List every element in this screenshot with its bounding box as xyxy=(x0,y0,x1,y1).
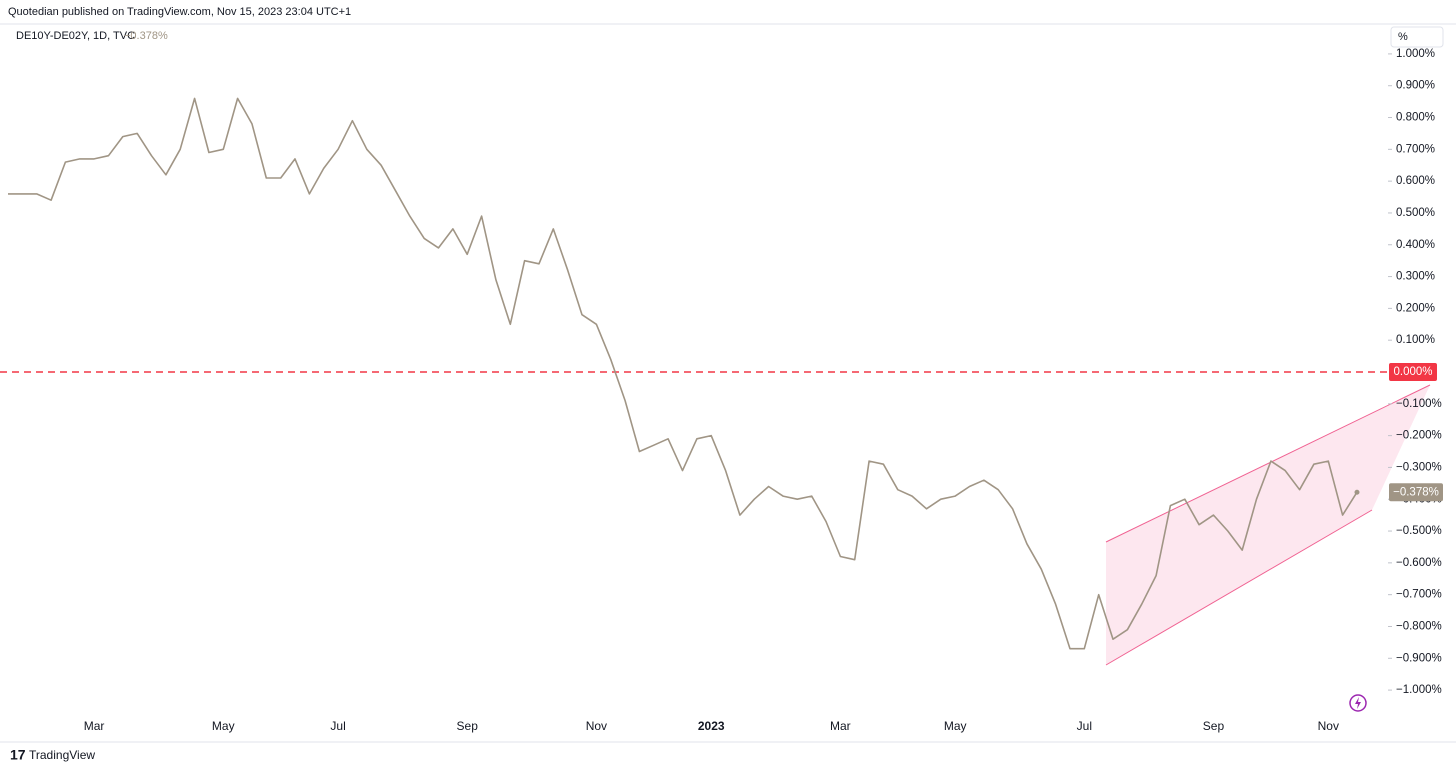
y-tick-label: 0.100% xyxy=(1396,334,1435,346)
footer-logo: 17 xyxy=(10,747,26,763)
x-tick-label: Sep xyxy=(457,719,479,733)
x-tick-label: Nov xyxy=(586,719,607,733)
y-tick-label: 0.700% xyxy=(1396,143,1435,155)
reference-label: 0.000% xyxy=(1393,366,1432,378)
channel-fill xyxy=(1106,385,1430,665)
y-tick-label: 0.300% xyxy=(1396,271,1435,283)
x-tick-label: Jul xyxy=(330,719,345,733)
legend-value: −0.378% xyxy=(124,30,168,42)
x-tick-label: Nov xyxy=(1318,719,1339,733)
y-tick-label: −0.200% xyxy=(1396,430,1442,442)
y-tick-label: 0.200% xyxy=(1396,302,1435,314)
y-tick-label: −0.700% xyxy=(1396,589,1442,601)
y-tick-label: −0.500% xyxy=(1396,525,1442,537)
reference-label-box xyxy=(1389,363,1437,381)
x-tick-label: 2023 xyxy=(698,719,725,733)
y-tick-label: 1.000% xyxy=(1396,48,1435,60)
axis-unit[interactable]: % xyxy=(1398,31,1408,43)
line-series xyxy=(8,97,1358,650)
y-tick-label: −1.000% xyxy=(1396,684,1442,696)
x-tick-label: Sep xyxy=(1203,719,1225,733)
y-tick-label: −0.600% xyxy=(1396,557,1442,569)
last-point xyxy=(1354,489,1360,495)
x-tick-label: Mar xyxy=(830,719,851,733)
x-tick-label: May xyxy=(212,719,235,733)
unit-button[interactable] xyxy=(1390,26,1444,48)
last-label-box xyxy=(1389,483,1443,502)
channel-upper xyxy=(1105,384,1431,543)
last-label: −0.378% xyxy=(1393,486,1439,498)
y-tick-label: −0.300% xyxy=(1396,461,1442,473)
y-tick-label: −0.100% xyxy=(1396,398,1442,410)
y-tick-label: 0.900% xyxy=(1396,80,1435,92)
x-tick-label: May xyxy=(944,719,967,733)
y-tick-label: 0.800% xyxy=(1396,112,1435,124)
y-tick-label: −0.800% xyxy=(1396,621,1442,633)
y-tick-label: 0.600% xyxy=(1396,175,1435,187)
y-tick-label: −0.900% xyxy=(1396,652,1442,664)
alert-bolt xyxy=(1355,697,1361,709)
footer-brand: TradingView xyxy=(29,748,95,762)
y-tick-label: 0.400% xyxy=(1396,239,1435,251)
alert-icon[interactable] xyxy=(1349,694,1367,712)
symbol: DE10Y-DE02Y, 1D, TVC xyxy=(16,30,135,42)
channel-lower xyxy=(1105,509,1373,666)
x-tick-label: Jul xyxy=(1077,719,1092,733)
y-tick-label: 0.500% xyxy=(1396,207,1435,219)
publisher: Quotedian published on TradingView.com, … xyxy=(8,6,351,18)
x-tick-label: Mar xyxy=(84,719,105,733)
